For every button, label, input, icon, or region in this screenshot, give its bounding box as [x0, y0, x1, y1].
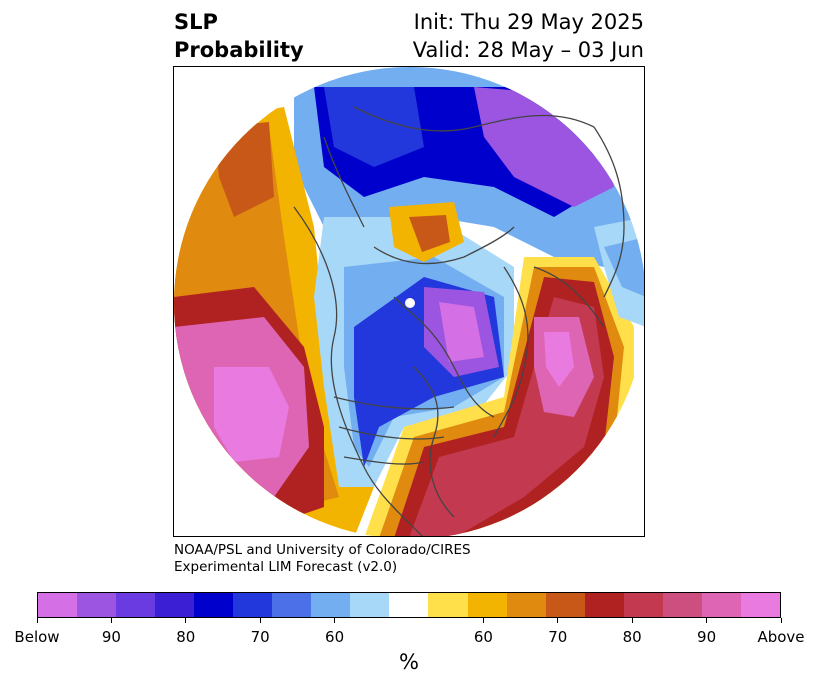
map-canvas — [174, 67, 644, 536]
colorbar-segment — [740, 593, 780, 617]
colorbar-unit: % — [399, 650, 419, 674]
colorbar-tick-mark — [482, 618, 484, 623]
colorbar-tick-mark — [259, 618, 261, 623]
colorbar-segment — [155, 593, 195, 617]
colorbar-tick-label: Below — [14, 628, 60, 646]
valid-range: Valid: 28 May – 03 Jun — [412, 38, 644, 62]
init-date: Init: Thu 29 May 2025 — [413, 10, 644, 34]
colorbar-segment — [428, 593, 468, 617]
colorbar-tick-label: 60 — [473, 628, 493, 646]
colorbar-segment — [584, 593, 624, 617]
colorbar-tick-label: 80 — [622, 628, 642, 646]
colorbar-tick-mark — [185, 618, 187, 623]
anomaly-region — [544, 332, 574, 387]
colorbar-segment — [506, 593, 546, 617]
colorbar-segment — [350, 593, 390, 617]
colorbar-segment — [389, 593, 429, 617]
probability-map — [173, 66, 645, 537]
anomaly-region — [214, 367, 289, 462]
coastlines — [293, 106, 625, 536]
anomaly-region — [604, 237, 644, 297]
colorbar-segment — [545, 593, 585, 617]
colorbar-tick-mark — [334, 618, 336, 623]
colorbar-segment — [662, 593, 702, 617]
colorbar-tick-label: 80 — [176, 628, 196, 646]
anomaly-region — [324, 87, 424, 167]
plot-title: SLP Probability — [174, 8, 304, 64]
colorbar-tick-label: 70 — [250, 628, 270, 646]
colorbar-tick-label: Above — [757, 628, 805, 646]
colorbar-segment — [77, 593, 117, 617]
credit-line-2: Experimental LIM Forecast (v2.0) — [174, 559, 398, 575]
colorbar-segment — [272, 593, 312, 617]
colorbar-tick-mark — [706, 618, 708, 623]
colorbar-segment — [116, 593, 156, 617]
colorbar-tick-label: 70 — [548, 628, 568, 646]
colorbar-tick-mark — [780, 618, 782, 623]
probability-field — [174, 67, 644, 536]
data-credit: NOAA/PSL and University of Colorado/CIRE… — [174, 542, 471, 576]
colorbar-segment — [701, 593, 741, 617]
colorbar-segment — [38, 593, 78, 617]
anomaly-region — [409, 215, 450, 252]
colorbar-tick-mark — [557, 618, 559, 623]
forecast-dates: Init: Thu 29 May 2025 Valid: 28 May – 03… — [413, 8, 644, 64]
colorbar-segment — [194, 593, 234, 617]
north-pole-marker — [405, 298, 415, 308]
colorbar-tick-label: 60 — [325, 628, 345, 646]
colorbar-tick-mark — [110, 618, 112, 623]
colorbar-tick-mark — [631, 618, 633, 623]
colorbar-segment — [233, 593, 273, 617]
colorbar-tick-label: 90 — [101, 628, 121, 646]
credit-line-1: NOAA/PSL and University of Colorado/CIRE… — [174, 542, 471, 558]
colorbar-tick-mark — [36, 618, 38, 623]
colorbar-tick-label: 90 — [697, 628, 717, 646]
colorbar-segment — [311, 593, 351, 617]
colorbar — [37, 592, 781, 618]
colorbar-segment — [467, 593, 507, 617]
colorbar-segment — [623, 593, 663, 617]
anomaly-region — [439, 302, 484, 362]
title-line-2: Probability — [174, 38, 304, 62]
title-line-1: SLP — [174, 10, 218, 34]
